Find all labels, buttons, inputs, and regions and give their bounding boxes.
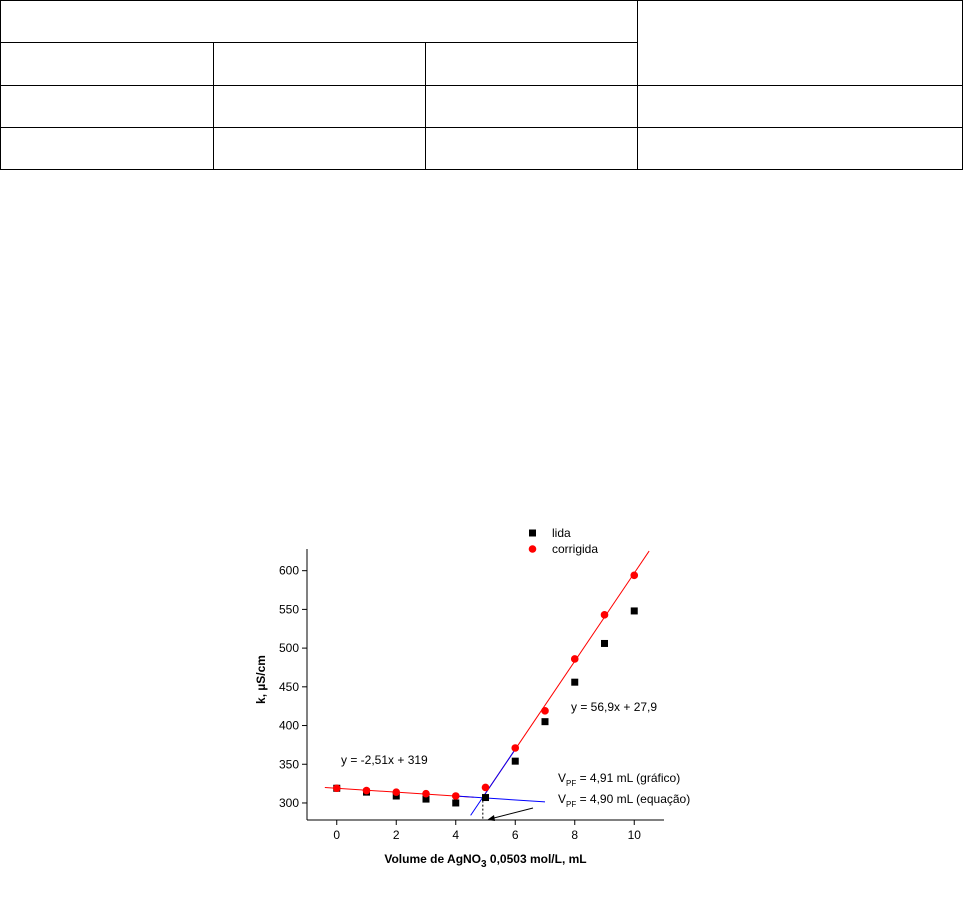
point xyxy=(332,784,341,793)
point xyxy=(481,783,490,792)
fit-equation: y = 56,9x + 27,9 xyxy=(571,700,657,714)
point xyxy=(451,792,460,800)
x-axis-title-sub: 3 xyxy=(481,859,487,870)
y-tick-label: 450 xyxy=(279,680,299,694)
y-tick-label: 400 xyxy=(279,719,299,733)
point xyxy=(601,639,608,647)
point xyxy=(422,789,430,798)
x-tick-label: 8 xyxy=(571,828,578,842)
point xyxy=(392,792,400,800)
point xyxy=(571,678,579,686)
annotation-sub: PF xyxy=(566,800,576,809)
y-tick-label: 500 xyxy=(279,641,299,655)
y-tick-label: 300 xyxy=(279,796,299,810)
point xyxy=(392,788,401,796)
x-tick-label: 0 xyxy=(333,828,340,842)
annotation-main: V xyxy=(558,771,566,785)
point xyxy=(422,795,430,803)
legend-marker xyxy=(528,545,537,553)
y-axis-title: k, µS/cm xyxy=(254,655,268,704)
x-axis-title-main: Volume de AgNO xyxy=(384,852,481,866)
x-tick-label: 6 xyxy=(512,828,519,842)
point xyxy=(570,655,579,663)
point xyxy=(630,571,639,580)
legend-label: corrigida xyxy=(552,542,598,556)
fit-equation: y = -2,51x + 319 xyxy=(341,753,428,767)
x-axis-title: Volume de AgNO3 0,0503 mol/L, mL xyxy=(384,852,586,870)
arrow xyxy=(489,807,534,820)
y-tick-label: 550 xyxy=(279,602,299,616)
fit-line xyxy=(455,795,546,803)
x-tick-label: 10 xyxy=(628,828,642,842)
fit-line xyxy=(470,749,516,816)
point xyxy=(452,799,460,807)
arrow-head xyxy=(487,815,495,821)
annotation-text: = 4,90 mL (equação) xyxy=(576,792,690,806)
legend-label: lida xyxy=(552,526,571,540)
point xyxy=(630,607,638,615)
annotation-text: = 4,91 mL (gráfico) xyxy=(576,771,680,785)
point xyxy=(541,718,549,726)
annotation-main: V xyxy=(558,792,566,806)
legend-marker xyxy=(529,529,536,537)
point xyxy=(511,744,520,752)
legend-box xyxy=(513,520,615,562)
x-axis-title-rest: 0,0503 mol/L, mL xyxy=(487,852,587,866)
point xyxy=(511,757,519,765)
empty-table xyxy=(0,0,963,170)
annotation-sub: PF xyxy=(566,779,576,788)
point xyxy=(600,611,609,619)
point xyxy=(482,794,489,802)
y-tick-label: 350 xyxy=(279,757,299,771)
y-tick-label: 600 xyxy=(279,564,299,578)
x-tick-label: 4 xyxy=(452,828,459,842)
annotation: VPF = 4,90 mL (equação) xyxy=(558,792,690,809)
x-tick-label: 2 xyxy=(393,828,400,842)
point xyxy=(362,786,371,795)
annotation: VPF = 4,91 mL (gráfico) xyxy=(558,771,680,788)
point xyxy=(541,707,549,715)
chart: 300 350 400 450 500 550 600 0 2 4 6 8 10 k, µS/cm Volu… xyxy=(254,520,690,870)
